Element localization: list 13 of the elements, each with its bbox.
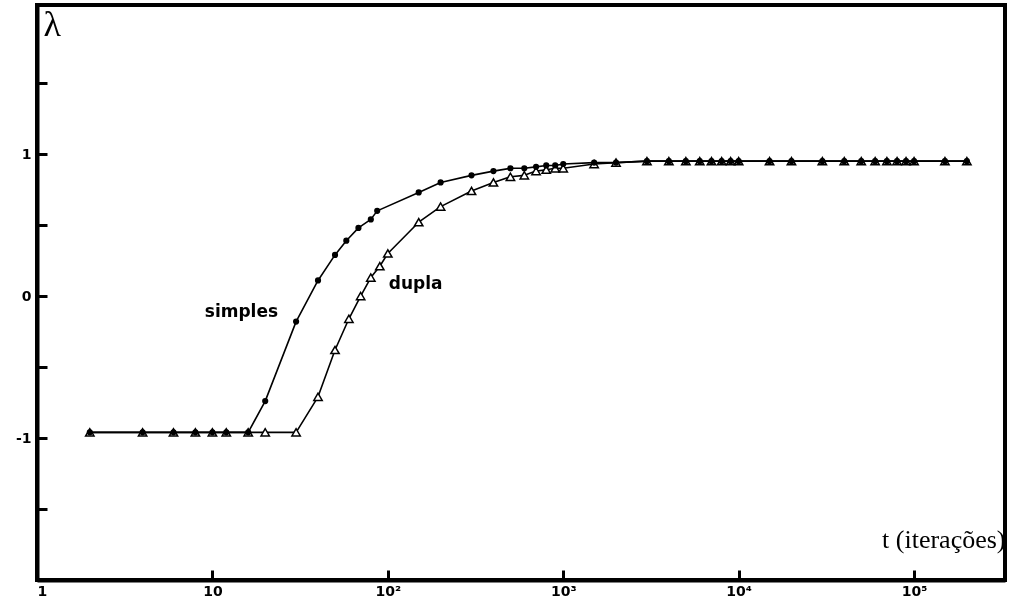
y-axis-title: λ <box>43 3 62 44</box>
x-tick-label: 10 <box>203 582 223 599</box>
series-label: simples <box>204 300 279 321</box>
series-label: dupla <box>388 272 443 293</box>
y-tick-label: -1 <box>15 429 32 446</box>
y-tick-label: 1 <box>21 145 32 162</box>
x-tick-label: 10³ <box>550 582 577 599</box>
x-tick-label: 10⁵ <box>901 582 928 599</box>
y-tick-label: 0 <box>21 287 32 304</box>
x-tick-label: 10² <box>375 582 402 599</box>
x-axis-title: t (iterações) <box>882 524 1006 554</box>
x-tick-label: 10⁴ <box>726 582 752 599</box>
x-tick-label: 1 <box>37 582 48 599</box>
